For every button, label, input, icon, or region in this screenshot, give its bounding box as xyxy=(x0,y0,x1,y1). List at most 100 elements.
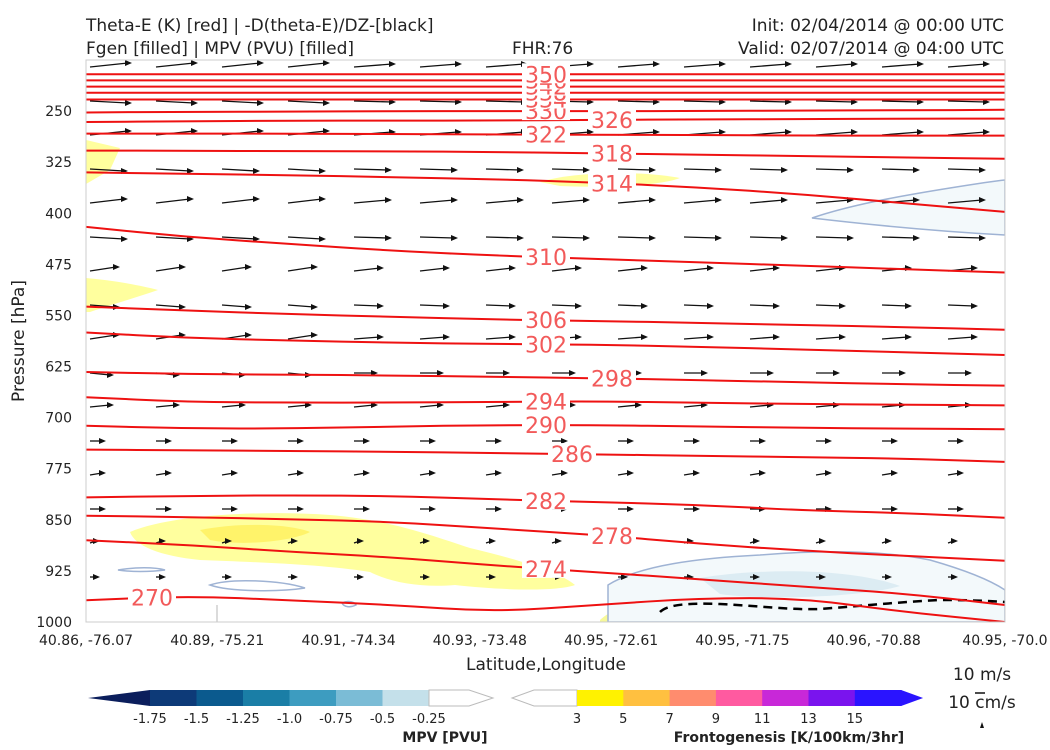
wind-arrowhead xyxy=(715,167,722,173)
wind-arrow xyxy=(485,63,525,68)
contour-label-282: 282 xyxy=(525,490,567,515)
colorbar-segment xyxy=(854,690,902,706)
wind-arrow xyxy=(683,199,719,204)
wind-arrow xyxy=(221,168,257,172)
contour-label-bg xyxy=(588,172,636,193)
colorbar-extend-high xyxy=(901,690,924,706)
wind-arrow xyxy=(815,100,855,103)
wind-arrowhead xyxy=(641,303,648,309)
wind-arrowhead xyxy=(913,167,920,173)
wind-arrow xyxy=(419,236,455,239)
wind-arrow xyxy=(815,236,851,239)
wind-arrowhead xyxy=(913,235,920,241)
wind-arrowhead xyxy=(653,61,660,67)
wind-arrowhead xyxy=(107,402,114,408)
colorbar-segment xyxy=(243,690,290,706)
contour-label-bg xyxy=(588,142,636,163)
contour-label-bg xyxy=(522,246,570,267)
colorbar-segment xyxy=(623,690,671,706)
wind-arrowhead xyxy=(113,264,120,270)
colorbar-extend-low xyxy=(88,690,150,706)
wind-arrow xyxy=(947,236,983,239)
colorbar-segment xyxy=(762,690,809,706)
wind-arrow xyxy=(881,236,917,239)
wind-arrowhead xyxy=(121,196,128,202)
wind-arrowhead xyxy=(509,265,516,271)
wind-arrow xyxy=(947,63,987,68)
colorbar-tick: -0.75 xyxy=(319,712,353,727)
wind-arrowhead xyxy=(583,235,590,241)
contour-label-bg xyxy=(522,414,570,435)
wind-arrowhead xyxy=(179,264,186,270)
y-tick-label: 400 xyxy=(45,206,72,222)
colorbar-segment xyxy=(382,690,430,706)
wind-arrowhead xyxy=(99,470,106,476)
wind-arrowhead xyxy=(569,370,576,376)
contour-label-318: 318 xyxy=(591,143,633,168)
theta-e-contour-298 xyxy=(86,370,1005,387)
wind-arrow xyxy=(617,304,645,307)
chart-title-line1: Theta-E (K) [red] | -D(theta-E)/DZ-[blac… xyxy=(85,16,434,36)
contour-label-bg xyxy=(588,108,636,129)
wind-arrow xyxy=(221,236,257,240)
wind-arrow xyxy=(353,336,381,340)
wind-arrowhead xyxy=(253,236,260,242)
wind-arrow xyxy=(815,131,855,136)
colorbar-tick: 9 xyxy=(712,712,720,727)
wind-arrow xyxy=(815,267,843,272)
wind-arrowhead xyxy=(983,61,990,67)
wind-arrowhead xyxy=(847,235,854,241)
wind-arrow xyxy=(221,100,261,104)
wind-arrowhead xyxy=(495,470,502,476)
wind-arrowhead xyxy=(719,61,726,67)
wind-arrow xyxy=(155,236,191,240)
wind-arrow xyxy=(287,62,327,68)
wind-arrowhead xyxy=(957,506,964,512)
wind-arrow xyxy=(287,304,315,308)
wind-arrow xyxy=(551,304,579,307)
wind-arrowhead xyxy=(575,303,582,309)
y-tick-label: 250 xyxy=(45,104,72,120)
contour-label-286: 286 xyxy=(551,443,593,468)
wind-arrowhead xyxy=(245,304,252,310)
colorbar-segment xyxy=(150,690,197,706)
wind-arrowhead xyxy=(357,574,364,580)
wind-arrow xyxy=(749,267,777,272)
wind-arrow xyxy=(155,404,177,408)
wind-arrowhead xyxy=(517,235,524,241)
wind-arrowhead xyxy=(979,235,986,241)
theta-e-contour-278 xyxy=(86,514,1005,562)
wind-arrowhead xyxy=(561,470,568,476)
x-tick-label: 40.86, -76.07 xyxy=(39,633,133,649)
wind-arrow xyxy=(683,304,711,307)
wind-arrow xyxy=(221,266,249,272)
wind-arrowhead xyxy=(191,60,198,66)
wind-arrowhead xyxy=(455,61,462,67)
contour-label-278: 278 xyxy=(591,525,633,550)
wind-arrowhead xyxy=(429,470,436,476)
y-tick-label: 625 xyxy=(45,360,72,376)
wind-arrowhead xyxy=(773,265,780,271)
wind-arrow xyxy=(683,63,723,68)
wind-arrow xyxy=(683,236,719,239)
wind-arrowhead xyxy=(899,370,906,376)
x-axis-label: Latitude,Longitude xyxy=(466,655,626,675)
fgen-fill-left-525 xyxy=(86,278,158,312)
contour-label-bg xyxy=(128,586,176,607)
wind-arrowhead xyxy=(753,538,760,544)
wind-arrow xyxy=(221,404,243,408)
contour-label-290: 290 xyxy=(525,414,567,439)
wind-arrowhead xyxy=(385,235,392,241)
x-tick-label: 40.95, -70.0 xyxy=(962,633,1047,649)
contour-label-310: 310 xyxy=(525,246,567,271)
colorbar-tick: 3 xyxy=(573,712,581,727)
wind-arrowhead xyxy=(187,196,194,202)
wind-arrowhead xyxy=(297,470,304,476)
wind-scale-vertical: 10 cm/s xyxy=(948,693,1016,713)
wind-arrow xyxy=(881,100,921,103)
wind-arrow xyxy=(881,168,917,171)
wind-arrowhead xyxy=(957,438,964,444)
wind-arrowhead xyxy=(319,168,326,174)
wind-arrowhead xyxy=(707,334,714,340)
init-time: Init: 02/04/2014 @ 00:00 UTC xyxy=(752,16,1004,36)
